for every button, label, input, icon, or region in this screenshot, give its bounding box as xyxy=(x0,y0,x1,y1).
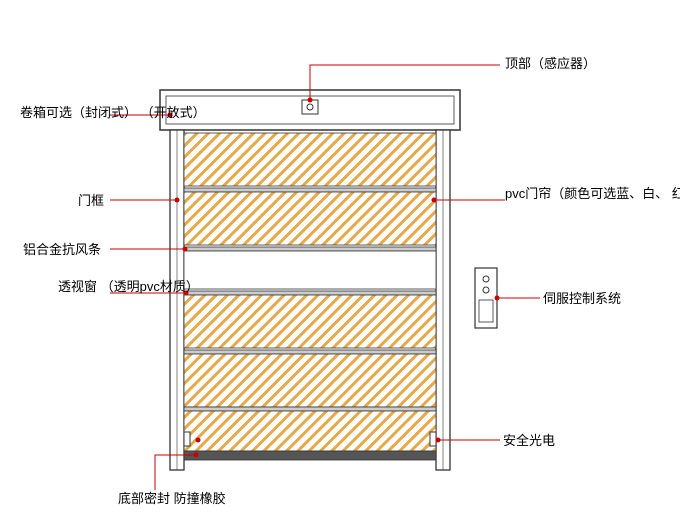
label-wind-bar: 铝合金抗风条 xyxy=(23,241,101,259)
door-svg xyxy=(0,0,680,525)
diagram-stage: 顶部（感应器） 卷箱可选（封闭式） （开放式） 门框 铝合金抗风条 透视窗 （透… xyxy=(0,0,680,525)
label-box: 卷箱可选（封闭式） （开放式） xyxy=(20,104,206,122)
label-frame: 门框 xyxy=(78,192,104,210)
label-safety: 安全光电 xyxy=(503,432,555,450)
label-top-sensor: 顶部（感应器） xyxy=(505,55,596,73)
label-servo: 伺服控制系统 xyxy=(543,290,621,308)
label-bottom-seal: 底部密封 防撞橡胶 xyxy=(118,490,226,508)
label-window: 透视窗 （透明pvc材质） xyxy=(58,278,199,296)
label-curtain: pvc门帘（颜色可选蓝、白、 红、黄、灰等等） xyxy=(505,185,680,203)
